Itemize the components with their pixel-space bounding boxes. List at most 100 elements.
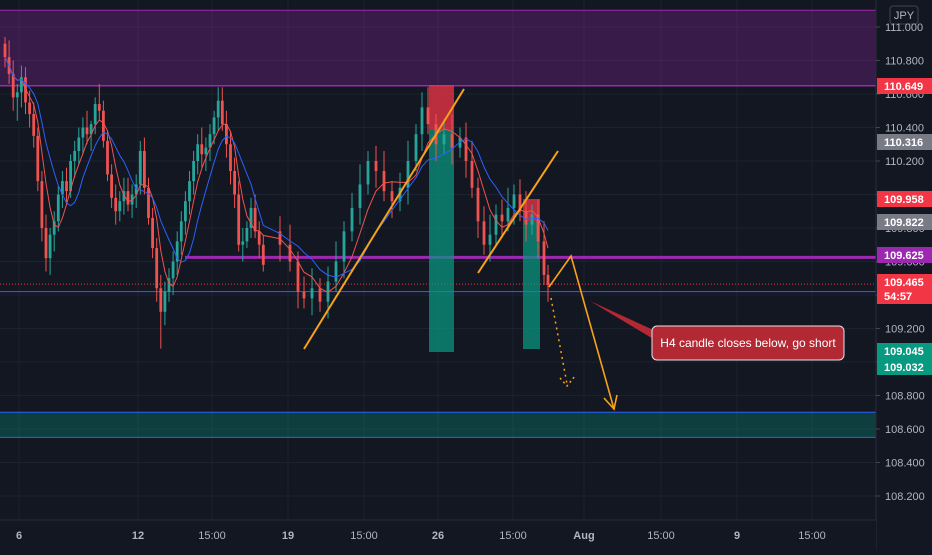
price-tag-label: 109.958 <box>884 194 924 206</box>
candle-body <box>212 117 216 135</box>
y-tick-label: 108.400 <box>885 458 925 470</box>
candle-body <box>32 114 36 136</box>
x-tick-label: 15:00 <box>647 530 675 542</box>
candle-body <box>138 150 142 185</box>
candle-body <box>512 194 516 208</box>
price-tag-label: 54:57 <box>884 291 912 303</box>
candle-body <box>163 291 167 312</box>
candle-body <box>11 73 15 98</box>
trendline <box>477 150 559 274</box>
candle-body <box>204 147 208 155</box>
candle-body <box>342 231 346 262</box>
candle-body <box>65 181 68 192</box>
candle-body <box>52 221 56 235</box>
candle-body <box>143 150 146 188</box>
ma-fast-line <box>4 56 549 293</box>
candle-body <box>93 104 97 125</box>
grid <box>0 0 876 520</box>
candle-body <box>36 135 40 182</box>
price-tag <box>877 191 932 207</box>
candle-body <box>326 281 330 302</box>
price-tag-label: 110.316 <box>884 137 923 149</box>
price-tag-label: 109.625 <box>884 250 924 262</box>
x-tick-label: 15:00 <box>350 530 378 542</box>
price-tag <box>877 78 932 94</box>
candle-body <box>89 124 93 135</box>
candle-body <box>406 161 410 188</box>
candle-body <box>126 191 130 205</box>
candle-body <box>77 137 81 151</box>
candle-body <box>118 201 122 212</box>
price-tag <box>877 214 932 230</box>
candle-body <box>167 278 171 292</box>
candle-body <box>261 244 265 265</box>
candle-body <box>426 107 430 125</box>
y-tick-label: 109.200 <box>885 324 925 336</box>
candle-body <box>15 92 19 98</box>
zones <box>0 9 876 438</box>
y-tick-label: 108.800 <box>885 391 925 403</box>
x-tick-label: 15:00 <box>198 530 226 542</box>
price-tag-label: 109.465 <box>884 277 924 289</box>
x-tick-label: 15:00 <box>798 530 826 542</box>
green-box <box>523 221 540 349</box>
price-tag-label: 110.649 <box>884 81 923 93</box>
x-tick-label: Aug <box>573 530 594 542</box>
price-axis[interactable]: JPY111.000110.800110.600110.400110.20011… <box>875 0 932 550</box>
drawings <box>303 88 618 411</box>
price-tag <box>877 134 932 150</box>
candle-body <box>500 214 504 222</box>
highlight-boxes <box>429 85 540 352</box>
arrow-head <box>603 394 618 411</box>
candle-body <box>130 194 134 205</box>
y-tick-label: 111.000 <box>885 22 923 34</box>
candle-body <box>278 231 282 245</box>
candle-body <box>73 150 77 161</box>
candle-body <box>390 191 394 202</box>
green-box <box>429 130 454 352</box>
annotation[interactable]: H4 candle closes below, go short <box>590 301 845 361</box>
candle-body <box>69 161 72 192</box>
candles <box>3 37 550 349</box>
candle-body <box>296 261 300 292</box>
candle-body <box>196 144 200 161</box>
candle-body <box>208 134 212 148</box>
candle-body <box>450 134 454 148</box>
candle-body <box>147 187 150 218</box>
trendline <box>303 88 465 350</box>
candle-body <box>102 110 105 141</box>
candle-body <box>188 181 191 202</box>
moving-averages <box>4 56 549 293</box>
time-axis[interactable]: 6 12 15:00 19 15:00 26 15:00 Aug 15:00 9 15:00 <box>0 519 876 550</box>
candle-body <box>20 77 23 93</box>
y-tick-label: 110.200 <box>885 156 924 168</box>
candle-body <box>110 174 113 198</box>
y-tick-label: 108.200 <box>885 491 925 503</box>
candle-body <box>464 137 468 161</box>
candle-body <box>257 231 261 245</box>
ma-slow-line <box>4 56 549 278</box>
candle-body <box>253 207 257 232</box>
candle-body <box>476 187 480 222</box>
x-tick-label: 12 <box>132 530 144 542</box>
price-tag-label: 109.822 <box>884 217 924 229</box>
y-tick-label: 110.800 <box>885 56 924 68</box>
candle-body <box>374 161 378 172</box>
candle-body <box>24 77 27 103</box>
candle-body <box>288 244 292 262</box>
price-tag <box>877 343 932 359</box>
candle-body <box>44 228 48 259</box>
candle-body <box>233 171 236 195</box>
candle-body <box>61 181 64 195</box>
candle-body <box>494 214 498 235</box>
y-tick-label: 110.400 <box>885 123 924 135</box>
candle-body <box>40 181 44 228</box>
candle-body <box>488 234 492 245</box>
candle-body <box>546 274 550 285</box>
candle-body <box>310 288 314 299</box>
candle-body <box>200 144 204 155</box>
candle-body <box>318 288 322 302</box>
candle-body <box>482 221 486 245</box>
